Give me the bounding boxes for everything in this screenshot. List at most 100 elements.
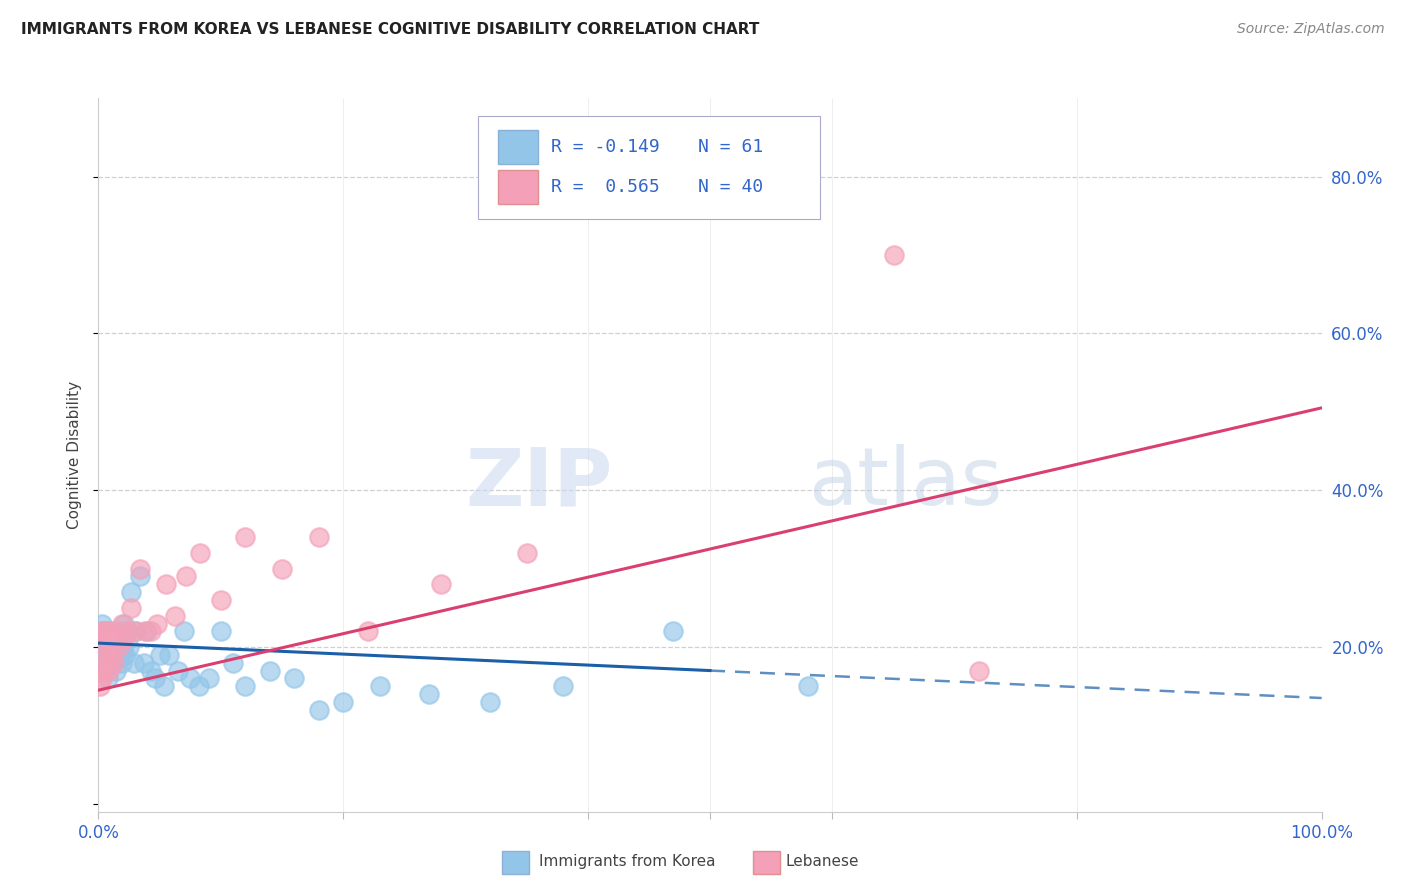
Point <box>100 640 122 654</box>
Point <box>139 624 162 639</box>
Point <box>153 679 176 693</box>
FancyBboxPatch shape <box>478 116 820 219</box>
Point <box>111 616 134 631</box>
Point <box>149 648 172 662</box>
Point <box>111 640 134 654</box>
Point <box>108 640 131 654</box>
Point <box>100 640 122 654</box>
Point <box>662 624 685 639</box>
Point <box>96 640 118 654</box>
Point <box>104 664 127 678</box>
Point <box>430 577 453 591</box>
Point <box>91 656 114 670</box>
Text: ZIP: ZIP <box>465 444 612 523</box>
Point <box>179 672 201 686</box>
Point <box>209 624 232 639</box>
Point <box>100 624 122 639</box>
Point <box>103 656 125 670</box>
FancyBboxPatch shape <box>502 851 529 874</box>
Point <box>91 616 114 631</box>
Point <box>91 624 114 639</box>
Point <box>94 648 117 662</box>
Point <box>91 672 114 686</box>
Point <box>96 632 118 647</box>
Point <box>107 624 129 639</box>
Point <box>108 648 131 662</box>
Text: Lebanese: Lebanese <box>786 855 859 869</box>
Point <box>90 664 112 678</box>
Point <box>165 608 187 623</box>
Point <box>94 632 117 647</box>
Point <box>94 648 117 662</box>
Point <box>101 632 124 647</box>
Point <box>101 648 124 662</box>
Point <box>209 593 232 607</box>
Point <box>91 648 114 662</box>
Point <box>176 569 198 583</box>
Point <box>124 624 146 639</box>
Point <box>114 648 136 662</box>
Point <box>356 624 378 639</box>
Point <box>188 546 211 560</box>
Point <box>120 585 142 599</box>
Point <box>797 679 820 693</box>
Point <box>118 640 141 654</box>
Point <box>173 624 195 639</box>
Text: N = 61: N = 61 <box>697 137 763 155</box>
Point <box>93 664 115 678</box>
Point <box>136 624 159 639</box>
Point <box>98 648 121 662</box>
Text: Immigrants from Korea: Immigrants from Korea <box>538 855 716 869</box>
Point <box>111 656 134 670</box>
Point <box>368 679 391 693</box>
Point <box>146 616 169 631</box>
Point <box>93 664 115 678</box>
Point <box>129 561 152 575</box>
Point <box>155 577 177 591</box>
Point <box>553 679 575 693</box>
Point <box>101 648 124 662</box>
Point <box>101 656 124 670</box>
Point <box>332 695 354 709</box>
Point <box>125 624 148 639</box>
Point <box>157 648 180 662</box>
Point <box>167 664 190 678</box>
Point <box>418 687 440 701</box>
Point <box>105 624 128 639</box>
Point <box>117 624 139 639</box>
Text: N = 40: N = 40 <box>697 178 763 196</box>
Point <box>91 640 114 654</box>
Point <box>93 624 115 639</box>
Point <box>120 600 142 615</box>
Point <box>97 624 120 639</box>
Point <box>90 632 112 647</box>
Point <box>91 640 114 654</box>
Point <box>222 656 245 670</box>
Point <box>308 703 330 717</box>
Text: atlas: atlas <box>808 444 1002 523</box>
Point <box>117 624 139 639</box>
Point <box>187 679 209 693</box>
FancyBboxPatch shape <box>498 170 537 204</box>
Point <box>98 632 121 647</box>
Point <box>233 679 256 693</box>
Y-axis label: Cognitive Disability: Cognitive Disability <box>66 381 82 529</box>
Point <box>98 664 121 678</box>
Point <box>143 672 166 686</box>
Point <box>197 672 219 686</box>
Point <box>270 561 294 575</box>
Text: Source: ZipAtlas.com: Source: ZipAtlas.com <box>1237 22 1385 37</box>
Point <box>103 632 125 647</box>
Text: IMMIGRANTS FROM KOREA VS LEBANESE COGNITIVE DISABILITY CORRELATION CHART: IMMIGRANTS FROM KOREA VS LEBANESE COGNIT… <box>21 22 759 37</box>
Text: R = -0.149: R = -0.149 <box>551 137 659 155</box>
Point <box>129 569 152 583</box>
Point <box>93 624 115 639</box>
Point <box>89 624 111 639</box>
Point <box>308 530 330 544</box>
Point <box>139 664 162 678</box>
Point <box>233 530 256 544</box>
FancyBboxPatch shape <box>498 129 537 164</box>
Point <box>259 664 281 678</box>
Point <box>134 624 156 639</box>
Point <box>110 632 132 647</box>
